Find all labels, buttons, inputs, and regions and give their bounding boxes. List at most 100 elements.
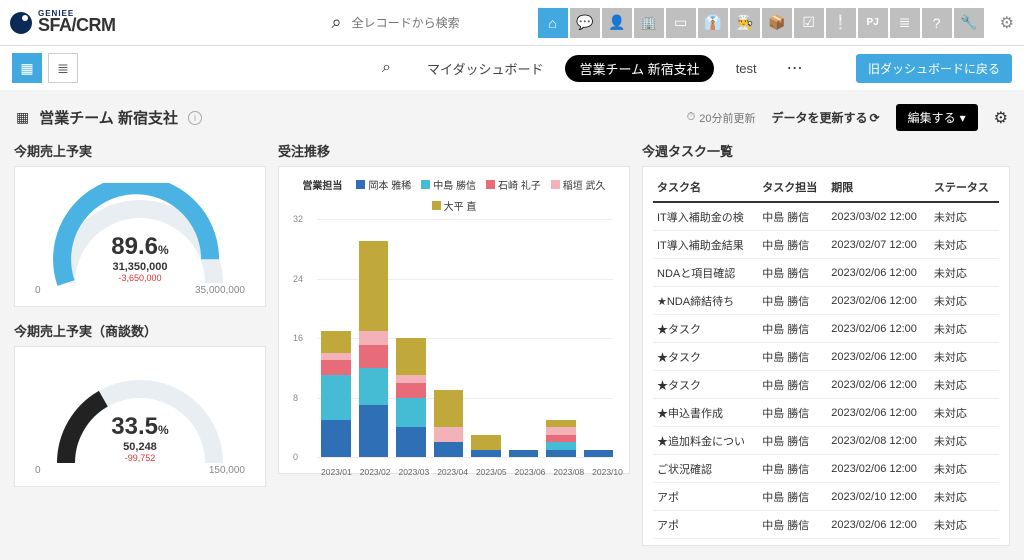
chef-icon[interactable]: 👨‍🍳 bbox=[730, 8, 760, 38]
help-icon[interactable]: ? bbox=[922, 8, 952, 38]
alert-icon[interactable]: ❕ bbox=[826, 8, 856, 38]
legend-item[interactable]: 石崎 礼子 bbox=[486, 177, 541, 192]
bar-chart-legend: 営業担当岡本 雅稀中島 勝信石崎 礼子稲垣 武久大平 直 bbox=[291, 177, 617, 213]
gauge2-percent: 33.5 bbox=[111, 413, 158, 440]
cell-status: 未対応 bbox=[930, 202, 999, 231]
gauge1-pct-suffix: % bbox=[158, 243, 169, 257]
cell-due: 2023/02/06 12:00 bbox=[827, 259, 930, 287]
table-row[interactable]: ★NDA締結待ち中島 勝信2023/02/06 12:00未対応 bbox=[653, 287, 999, 315]
more-tabs-icon[interactable]: ⋯ bbox=[787, 58, 805, 78]
cell-owner: 中島 勝信 bbox=[758, 455, 827, 483]
pj-icon[interactable]: PJ bbox=[858, 8, 888, 38]
bar-column[interactable] bbox=[321, 331, 351, 457]
bar-chart-section: 受注推移 営業担当岡本 雅稀中島 勝信石崎 礼子稲垣 武久大平 直 322416… bbox=[278, 141, 630, 546]
gauge1: 89.6% 31,350,000 -3,650,000 bbox=[27, 177, 253, 297]
list-icon[interactable]: ≣ bbox=[890, 8, 920, 38]
person-icon[interactable]: 👔 bbox=[698, 8, 728, 38]
cell-due: 2023/02/06 12:00 bbox=[827, 371, 930, 399]
tab-test[interactable]: test bbox=[726, 57, 767, 80]
table-row[interactable]: ★タスク中島 勝信2023/02/06 12:00未対応 bbox=[653, 315, 999, 343]
home-icon[interactable]: ⌂ bbox=[538, 8, 568, 38]
cell-status: 未対応 bbox=[930, 399, 999, 427]
table-row[interactable]: ご状況確認中島 勝信2023/02/06 12:00未対応 bbox=[653, 455, 999, 483]
table-row[interactable]: アポ中島 勝信2023/02/06 12:00未対応 bbox=[653, 511, 999, 539]
cell-name: アポ bbox=[653, 483, 758, 511]
table-row[interactable]: NDAと項目確認中島 勝信2023/02/06 12:00未対応 bbox=[653, 259, 999, 287]
cell-name: ★タスク bbox=[653, 343, 758, 371]
search-input[interactable] bbox=[348, 12, 508, 34]
settings-icon[interactable]: ⚙ bbox=[1000, 13, 1014, 33]
task-table: タスク名 タスク担当 期限 ステータス IT導入補助金の検中島 勝信2023/0… bbox=[653, 173, 999, 539]
cell-owner: 中島 勝信 bbox=[758, 511, 827, 539]
gauge1-diff: -3,650,000 bbox=[111, 273, 168, 283]
cell-due: 2023/02/10 12:00 bbox=[827, 483, 930, 511]
bar-column[interactable] bbox=[396, 338, 426, 457]
table-row[interactable]: IT導入補助金の検中島 勝信2023/03/02 12:00未対応 bbox=[653, 202, 999, 231]
subbar: ▦ ≣ ⌕ マイダッシュボード 営業チーム 新宿支社 test ⋯ 旧ダッシュボ… bbox=[0, 46, 1024, 90]
subbar-search-icon[interactable]: ⌕ bbox=[382, 59, 391, 77]
th-name[interactable]: タスク名 bbox=[653, 173, 758, 202]
gauge2: 33.5% 50,248 -99,752 bbox=[27, 357, 253, 477]
tab-team-dashboard[interactable]: 営業チーム 新宿支社 bbox=[565, 55, 713, 82]
table-row[interactable]: IT導入補助金結果中島 勝信2023/02/07 12:00未対応 bbox=[653, 231, 999, 259]
info-icon[interactable]: i bbox=[188, 111, 202, 125]
logo-mark-icon bbox=[10, 12, 32, 34]
th-status[interactable]: ステータス bbox=[930, 173, 999, 202]
cell-status: 未対応 bbox=[930, 371, 999, 399]
back-to-old-dashboard-button[interactable]: 旧ダッシュボードに戻る bbox=[856, 54, 1012, 83]
edit-button[interactable]: 編集する ▾ bbox=[896, 104, 978, 131]
cell-owner: 中島 勝信 bbox=[758, 483, 827, 511]
bar-column[interactable] bbox=[546, 420, 576, 457]
cell-status: 未対応 bbox=[930, 231, 999, 259]
bar-column[interactable] bbox=[509, 450, 539, 457]
box-icon[interactable]: 📦 bbox=[762, 8, 792, 38]
cell-status: 未対応 bbox=[930, 455, 999, 483]
th-due[interactable]: 期限 bbox=[827, 173, 930, 202]
bar-chart-area: 322416802023/012023/022023/032023/042023… bbox=[291, 219, 617, 479]
bar-column[interactable] bbox=[434, 390, 464, 457]
cell-status: 未対応 bbox=[930, 427, 999, 455]
last-updated: ⏱ 20分前更新 bbox=[687, 110, 756, 126]
legend-item[interactable]: 中島 勝信 bbox=[421, 177, 476, 192]
cell-due: 2023/02/06 12:00 bbox=[827, 315, 930, 343]
bar-column[interactable] bbox=[471, 435, 501, 457]
wrench-icon[interactable]: 🔧 bbox=[954, 8, 984, 38]
cell-owner: 中島 勝信 bbox=[758, 202, 827, 231]
chat-icon[interactable]: 💬 bbox=[570, 8, 600, 38]
legend-item[interactable]: 大平 直 bbox=[432, 198, 477, 213]
th-owner[interactable]: タスク担当 bbox=[758, 173, 827, 202]
task-card: タスク名 タスク担当 期限 ステータス IT導入補助金の検中島 勝信2023/0… bbox=[642, 166, 1010, 546]
edit-label: 編集する bbox=[908, 109, 956, 126]
cell-owner: 中島 勝信 bbox=[758, 427, 827, 455]
table-row[interactable]: ★タスク中島 勝信2023/02/06 12:00未対応 bbox=[653, 343, 999, 371]
refresh-data-button[interactable]: データを更新する ⟳ bbox=[772, 109, 880, 126]
table-row[interactable]: ★追加料金につい中島 勝信2023/02/08 12:00未対応 bbox=[653, 427, 999, 455]
table-row[interactable]: ★タスク中島 勝信2023/02/06 12:00未対応 bbox=[653, 371, 999, 399]
grid-view-button[interactable]: ▦ bbox=[12, 53, 42, 83]
legend-item[interactable]: 岡本 雅稀 bbox=[356, 177, 411, 192]
cell-name: ★申込書作成 bbox=[653, 399, 758, 427]
legend-item[interactable]: 稲垣 武久 bbox=[551, 177, 606, 192]
logo[interactable]: GENIEE SFA/CRM bbox=[10, 10, 116, 36]
table-row[interactable]: アポ中島 勝信2023/02/10 12:00未対応 bbox=[653, 483, 999, 511]
bar-column[interactable] bbox=[359, 241, 389, 457]
cell-status: 未対応 bbox=[930, 259, 999, 287]
cell-owner: 中島 勝信 bbox=[758, 259, 827, 287]
topbar: GENIEE SFA/CRM ⌕ ⌂💬👤🏢▭👔👨‍🍳📦☑❕PJ≣?🔧 ⚙ bbox=[0, 0, 1024, 46]
cell-status: 未対応 bbox=[930, 343, 999, 371]
check-icon[interactable]: ☑ bbox=[794, 8, 824, 38]
table-row[interactable]: ★申込書作成中島 勝信2023/02/06 12:00未対応 bbox=[653, 399, 999, 427]
bar-column[interactable] bbox=[584, 450, 614, 457]
cell-owner: 中島 勝信 bbox=[758, 343, 827, 371]
view-toggle: ▦ ≣ bbox=[12, 53, 78, 83]
gauge2-pct-suffix: % bbox=[158, 423, 169, 437]
card-icon[interactable]: ▭ bbox=[666, 8, 696, 38]
gauge1-section: 今期売上予実 89.6% 31,350,000 -3,650,000 0 35,… bbox=[14, 141, 266, 307]
cell-owner: 中島 勝信 bbox=[758, 231, 827, 259]
bar-chart-title: 受注推移 bbox=[278, 141, 630, 160]
tab-my-dashboard[interactable]: マイダッシュボード bbox=[417, 55, 553, 82]
page-settings-icon[interactable]: ⚙ bbox=[994, 108, 1008, 128]
building-icon[interactable]: 🏢 bbox=[634, 8, 664, 38]
list-view-button[interactable]: ≣ bbox=[48, 53, 78, 83]
contact-icon[interactable]: 👤 bbox=[602, 8, 632, 38]
